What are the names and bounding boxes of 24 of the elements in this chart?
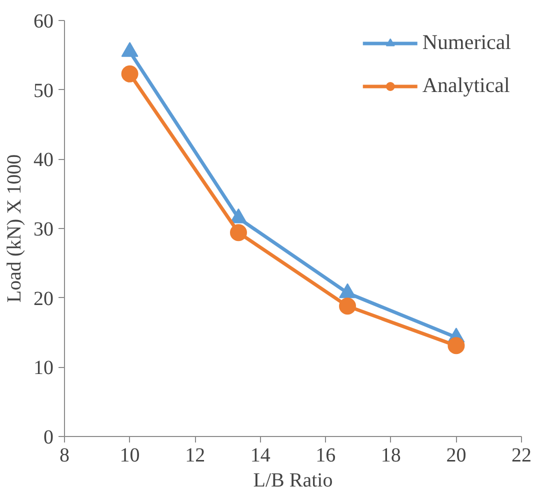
x-tick-label: 10 bbox=[120, 444, 140, 466]
legend-label: Numerical bbox=[422, 30, 511, 55]
y-axis-title: Load (kN) X 1000 bbox=[4, 154, 26, 303]
x-tick-label: 16 bbox=[316, 444, 336, 466]
x-tick-label: 22 bbox=[512, 444, 532, 466]
x-tick-label: 8 bbox=[60, 444, 70, 466]
y-tick-label: 20 bbox=[34, 288, 54, 310]
x-tick-label: 14 bbox=[250, 444, 270, 466]
y-tick-label: 30 bbox=[34, 218, 54, 240]
x-tick-label: 20 bbox=[446, 444, 466, 466]
y-tick-label: 40 bbox=[34, 149, 54, 172]
point bbox=[121, 42, 138, 57]
x-axis-title: L/B Ratio bbox=[253, 470, 333, 492]
y-tick-label: 60 bbox=[34, 10, 54, 32]
point bbox=[339, 298, 356, 315]
x-tick-label: 12 bbox=[185, 444, 206, 466]
y-tick-label: 10 bbox=[34, 357, 54, 380]
point bbox=[230, 208, 247, 224]
y-tick-label: 0 bbox=[44, 426, 54, 448]
legend-label: Analytical bbox=[422, 73, 510, 98]
point bbox=[230, 224, 247, 242]
point bbox=[448, 337, 465, 354]
x-tick-label: 18 bbox=[380, 444, 401, 466]
y-tick-label: 50 bbox=[34, 80, 54, 102]
